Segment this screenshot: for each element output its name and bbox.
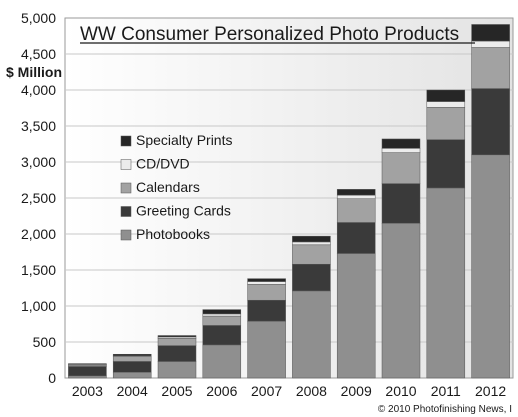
- bar-segment: [381, 152, 421, 184]
- bar-segment: [426, 89, 466, 102]
- bar-segment: [381, 222, 421, 379]
- bar-segment: [381, 148, 421, 153]
- legend-swatch: [120, 135, 132, 147]
- bar-segment: [292, 241, 331, 246]
- y-tick-label: 2,000: [21, 226, 56, 242]
- bar-segment: [292, 244, 331, 265]
- legend: Specialty Prints CD/DVD Calendars Greeting …: [120, 132, 232, 242]
- bar-segment: [68, 375, 107, 379]
- source-note: © 2010 Photofinishing News, I: [378, 404, 512, 415]
- bar-segment: [471, 88, 510, 156]
- bar-segment: [202, 325, 242, 346]
- legend-label: Calendars: [136, 179, 200, 195]
- bar-segment: [336, 222, 376, 254]
- bar-segment: [202, 344, 242, 379]
- bar-segment: [202, 313, 242, 317]
- chart-title: WW Consumer Personalized Photo Products: [80, 24, 459, 45]
- bar-segment: [336, 189, 376, 196]
- bar-segment: [426, 139, 466, 189]
- y-axis-label: $ Million: [6, 64, 62, 80]
- x-tick-label: 2004: [117, 383, 148, 399]
- bar-segment: [112, 371, 152, 379]
- bar-segment: [202, 315, 242, 326]
- bar-segment: [112, 361, 152, 373]
- x-tick-label: 2010: [385, 383, 416, 399]
- bar-segment: [426, 107, 466, 140]
- legend-swatch: [120, 229, 132, 241]
- bar-segment: [336, 198, 376, 223]
- legend-label: Photobooks: [136, 226, 210, 242]
- legend-label: CD/DVD: [136, 156, 190, 172]
- bar-segment: [292, 290, 331, 379]
- y-tick-label: 0: [48, 370, 56, 386]
- bar-segment: [157, 361, 197, 379]
- bar-segment: [68, 363, 107, 365]
- bar-segment: [112, 356, 152, 362]
- x-tick-label: 2011: [431, 383, 461, 399]
- bar-segment: [381, 138, 421, 149]
- legend-swatch: [120, 182, 132, 194]
- y-tick-label: 1,500: [21, 262, 56, 278]
- bar-segment: [247, 284, 286, 301]
- x-tick-label: 2007: [251, 383, 282, 399]
- legend-swatch: [120, 206, 132, 217]
- y-tick-label: 500: [33, 334, 57, 350]
- bar-segment: [157, 345, 197, 362]
- x-tick-label: 2009: [341, 383, 372, 399]
- bar-segment: [157, 335, 197, 338]
- x-tick-label: 2003: [72, 383, 103, 399]
- bar-segment: [112, 353, 152, 356]
- bar-segment: [292, 235, 331, 243]
- x-tick-label: 2008: [296, 383, 327, 399]
- y-tick-label: 1,000: [21, 298, 56, 314]
- y-tick-label: 5,000: [21, 10, 56, 26]
- bar-segment: [247, 299, 286, 322]
- bar-segment: [202, 309, 242, 315]
- legend-label: Greeting Cards: [136, 203, 231, 219]
- legend-swatch: [120, 159, 132, 170]
- y-tick-label: 4,500: [21, 46, 56, 62]
- bar-segment: [471, 47, 510, 89]
- bar-segment: [426, 187, 466, 379]
- bar-segment: [247, 320, 286, 379]
- x-tick-label: 2012: [475, 383, 506, 399]
- bar-segment: [471, 40, 510, 48]
- bar-segment: [426, 101, 466, 108]
- bar-segment: [336, 253, 376, 379]
- x-axis-ticks: 2003 2004 2005 2006 2007 2008 2009 2010 2011 2012: [72, 383, 507, 399]
- bar-segment: [247, 281, 286, 285]
- bar-segment: [292, 263, 331, 292]
- bar-segment: [68, 366, 107, 377]
- bar-segment: [471, 24, 510, 42]
- bar-segment: [157, 338, 197, 346]
- y-tick-label: 4,000: [21, 82, 56, 98]
- bar-segment: [336, 194, 376, 199]
- legend-label: Specialty Prints: [136, 132, 232, 148]
- bar-segment: [471, 154, 510, 379]
- x-tick-label: 2006: [206, 383, 237, 399]
- bars: [68, 24, 510, 379]
- bar-segment: [381, 183, 421, 224]
- x-tick-label: 2005: [161, 383, 192, 399]
- bar-segment: [247, 278, 286, 282]
- y-axis-ticks: 0 500 1,000 1,500 2,000 2,500 3,000 3,500 4,000 4…: [21, 10, 56, 386]
- y-tick-label: 3,500: [21, 118, 56, 134]
- y-tick-label: 2,500: [21, 190, 56, 206]
- y-tick-label: 3,000: [21, 154, 56, 170]
